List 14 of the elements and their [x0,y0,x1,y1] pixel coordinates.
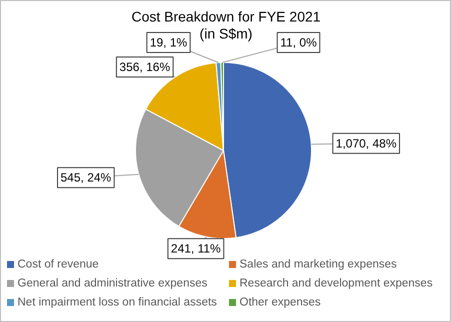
data-label: 545, 24% [60,170,112,185]
legend-label: Cost of revenue [18,258,99,270]
chart-title: Cost Breakdown for FYE 2021 [131,8,321,24]
legend-label: Other expenses [240,296,321,308]
data-label: 356, 16% [119,60,170,74]
legend-label: Net impairment loss on financial assets [18,296,218,308]
legend-label: Sales and marketing expenses [240,258,398,270]
legend-label: General and administrative expenses [18,278,208,290]
legend-label: Research and development expenses [240,278,433,290]
data-label: 1,070, 48% [336,136,397,150]
data-label: 11, 0% [280,36,318,50]
chart-subtitle: (in S$m) [200,26,252,42]
data-label: 19, 1% [150,36,188,50]
data-label: 241, 11% [170,242,222,256]
